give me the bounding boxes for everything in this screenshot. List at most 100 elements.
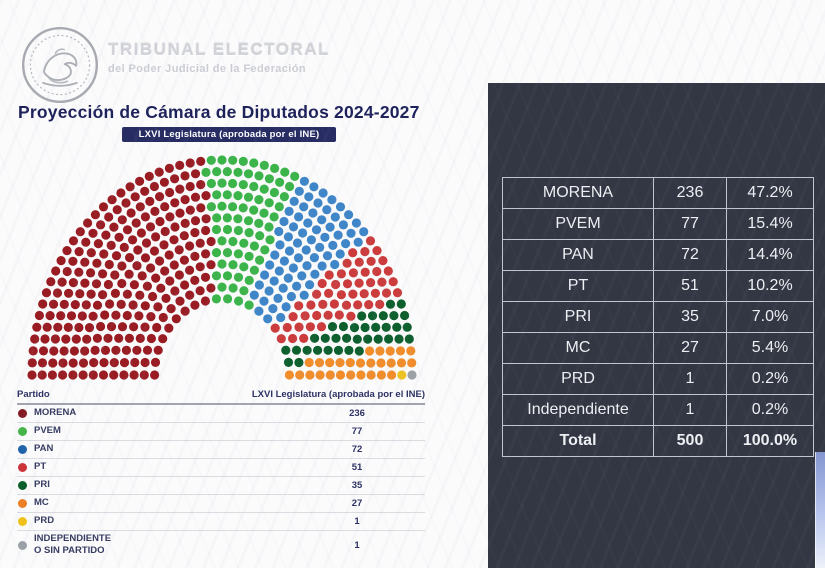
seat-dot bbox=[164, 163, 174, 173]
seat-dot bbox=[98, 370, 109, 380]
cell-percent: 5.4% bbox=[751, 339, 789, 356]
seat-dot bbox=[47, 370, 58, 380]
seat-dot bbox=[288, 333, 298, 344]
seat-dot bbox=[222, 213, 232, 223]
seat-dot bbox=[64, 288, 74, 298]
seat-dot bbox=[239, 262, 249, 272]
seat-dot bbox=[185, 241, 195, 251]
seat-dot bbox=[212, 213, 222, 223]
seat-dot bbox=[190, 228, 200, 238]
seat-dot bbox=[385, 299, 396, 309]
party-color-dot bbox=[18, 427, 27, 436]
seat-dot bbox=[217, 282, 227, 292]
seat-dot bbox=[404, 334, 414, 344]
seat-dot bbox=[96, 321, 106, 332]
seat-dot bbox=[284, 370, 294, 380]
seat-dot bbox=[330, 259, 340, 270]
seat-dot bbox=[239, 286, 249, 296]
seat-dot bbox=[238, 203, 248, 213]
seat-dot bbox=[244, 300, 254, 310]
seat-dot bbox=[149, 181, 159, 192]
seat-dot bbox=[195, 238, 205, 248]
seat-dot bbox=[222, 224, 233, 235]
seat-dot bbox=[212, 190, 222, 200]
party-label: PT bbox=[34, 461, 47, 473]
seat-dot bbox=[42, 322, 52, 332]
cell-seats: 51 bbox=[654, 271, 727, 301]
seat-dot bbox=[91, 279, 102, 289]
seat-dot bbox=[314, 358, 325, 368]
seat-dot bbox=[81, 237, 91, 247]
seat-dot bbox=[56, 311, 66, 321]
party-seat-count: 35 bbox=[351, 480, 363, 491]
seat-dot bbox=[170, 174, 180, 184]
seat-dot bbox=[206, 260, 216, 270]
seat-dot bbox=[348, 289, 358, 299]
seat-dot bbox=[234, 296, 244, 306]
seat-dot bbox=[111, 310, 121, 320]
seat-dot bbox=[217, 236, 227, 246]
seat-dot bbox=[99, 358, 109, 368]
seat-dot bbox=[148, 291, 158, 302]
seat-dot bbox=[140, 186, 150, 196]
seat-dot bbox=[212, 167, 222, 177]
seat-dot bbox=[217, 259, 227, 269]
seat-dot bbox=[293, 253, 304, 263]
seat-dot bbox=[175, 208, 185, 218]
seat-dot bbox=[190, 169, 201, 179]
seat-dot bbox=[166, 304, 176, 314]
table-row: PVEM 77 15.4% bbox=[503, 209, 813, 240]
party-label: PAN bbox=[34, 443, 54, 455]
cell-seats: 35 bbox=[654, 302, 727, 332]
party-label: PRD bbox=[34, 515, 55, 527]
seat-dot bbox=[309, 182, 319, 192]
seat-dot bbox=[288, 222, 299, 232]
seat-dot bbox=[228, 155, 238, 165]
seat-dot bbox=[68, 236, 79, 246]
seat-dot bbox=[305, 280, 315, 290]
seat-dot bbox=[335, 358, 345, 368]
seat-dot bbox=[243, 192, 254, 202]
seat-dot bbox=[110, 288, 120, 298]
seat-dot bbox=[338, 220, 348, 230]
seat-dot bbox=[264, 174, 274, 184]
seat-dot bbox=[260, 245, 270, 255]
legend-row: PRD 1 bbox=[17, 513, 425, 531]
cell-percent: 0.2% bbox=[751, 401, 789, 418]
seat-dot bbox=[155, 256, 165, 266]
seat-dot bbox=[114, 232, 124, 242]
seat-dot bbox=[301, 245, 311, 255]
seat-dot bbox=[249, 158, 259, 168]
seat-dot bbox=[101, 230, 111, 240]
seat-dot bbox=[233, 272, 244, 282]
party-seat-count: 1 bbox=[354, 539, 360, 551]
seat-dot bbox=[160, 266, 170, 276]
seat-dot bbox=[206, 283, 216, 293]
seat-dot bbox=[185, 205, 195, 215]
seat-dot bbox=[158, 312, 168, 323]
seat-dot bbox=[78, 358, 89, 368]
seat-dot bbox=[254, 280, 264, 290]
seat-dot bbox=[51, 266, 61, 276]
seat-dot bbox=[78, 370, 88, 380]
seat-dot bbox=[375, 346, 385, 356]
seat-dot bbox=[325, 222, 335, 232]
seat-dot bbox=[170, 222, 180, 232]
seat-dot bbox=[83, 218, 93, 228]
seat-dot bbox=[269, 276, 279, 286]
seat-dot bbox=[103, 333, 113, 343]
seat-dot bbox=[141, 238, 152, 248]
seat-dot bbox=[53, 322, 63, 332]
seat-dot bbox=[381, 322, 391, 332]
seat-dot bbox=[407, 370, 417, 380]
seat-dot bbox=[70, 300, 80, 310]
table-row: PT 51 10.2% bbox=[503, 271, 813, 302]
seat-dot bbox=[100, 345, 111, 355]
seat-dot bbox=[68, 358, 78, 368]
seat-dot bbox=[211, 271, 222, 281]
seat-dot bbox=[179, 231, 189, 241]
seat-dot bbox=[268, 304, 278, 314]
seat-dot bbox=[38, 299, 48, 309]
seat-dot bbox=[244, 251, 254, 261]
seat-dot bbox=[377, 277, 387, 287]
